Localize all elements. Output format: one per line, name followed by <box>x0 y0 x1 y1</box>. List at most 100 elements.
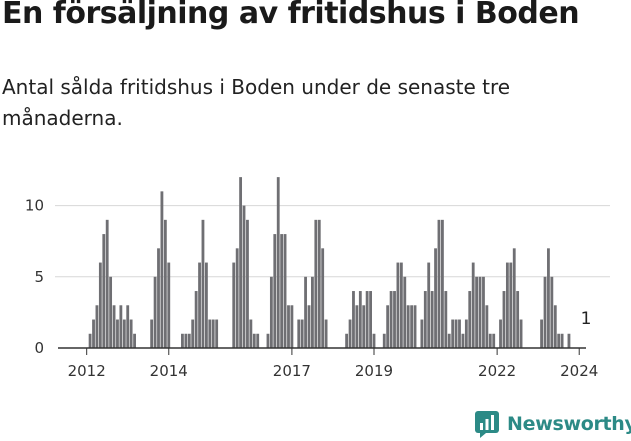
bar <box>557 333 561 348</box>
bar <box>488 333 492 348</box>
bar <box>447 333 451 348</box>
bar <box>427 262 431 348</box>
bar-chart-speech-bubble-icon <box>475 411 499 438</box>
bar <box>273 234 277 348</box>
bar <box>235 248 239 348</box>
bar <box>348 319 352 348</box>
bar <box>184 333 188 348</box>
bar <box>256 333 260 348</box>
bar <box>249 319 253 348</box>
bar <box>280 234 284 348</box>
y-tick-label: 10 <box>25 197 44 215</box>
bar <box>304 276 307 348</box>
bar <box>372 333 376 348</box>
bar <box>181 333 184 348</box>
bar <box>369 291 372 348</box>
bar <box>389 291 393 348</box>
bar <box>434 248 437 348</box>
x-tick-label: 2019 <box>355 362 393 380</box>
bar <box>458 319 461 348</box>
bar <box>95 305 99 348</box>
chart-title: En försäljning av fritidshus i Boden <box>2 0 580 31</box>
brand-name: Newsworthy <box>507 413 631 435</box>
bar <box>475 276 479 348</box>
chart-subtitle: Antal sålda fritidshus i Boden under de … <box>2 75 511 130</box>
bar <box>211 319 215 348</box>
bar <box>482 276 485 348</box>
x-tick-label: 2022 <box>478 362 516 380</box>
bar <box>382 333 386 348</box>
bar <box>133 333 136 348</box>
bar <box>201 219 205 348</box>
x-tick-label: 2014 <box>150 362 188 380</box>
brand-logo: Newsworthy <box>474 407 631 441</box>
bar <box>468 291 472 348</box>
bar <box>290 305 294 348</box>
bar <box>399 262 403 348</box>
bar <box>451 319 455 348</box>
bar <box>307 305 311 348</box>
bar <box>454 319 458 348</box>
bar <box>519 319 523 348</box>
bar <box>119 305 123 348</box>
bar <box>471 262 475 348</box>
bar <box>109 276 113 348</box>
bar <box>430 291 434 348</box>
x-tick-label: 2017 <box>273 362 311 380</box>
bar <box>509 262 513 348</box>
bar <box>215 319 219 348</box>
bar <box>485 305 489 348</box>
bar <box>194 291 198 348</box>
bar <box>242 205 246 348</box>
bar <box>129 319 133 348</box>
x-tick-label: 2012 <box>68 362 106 380</box>
bar <box>386 305 390 348</box>
bar <box>413 305 417 348</box>
bar <box>423 291 427 348</box>
bar <box>283 234 287 348</box>
bar <box>355 305 359 348</box>
x-tick-label: 2024 <box>560 362 598 380</box>
bar <box>317 219 321 348</box>
y-tick-label: 0 <box>34 339 44 357</box>
bar <box>276 177 280 348</box>
bar <box>105 219 109 348</box>
bar <box>358 291 362 348</box>
bar <box>567 333 571 348</box>
bar <box>252 333 256 348</box>
bar <box>269 276 273 348</box>
bar <box>287 305 290 348</box>
bar <box>437 219 441 348</box>
highlight-value-label: 1 <box>581 309 592 329</box>
bar <box>204 262 208 348</box>
bar <box>444 291 448 348</box>
bar <box>406 305 410 348</box>
bar-chart: 0 5 10 2012 2014 2017 2019 2022 2024 1 <box>25 177 610 380</box>
bar <box>396 262 400 348</box>
bar <box>352 291 355 348</box>
bar <box>102 234 106 348</box>
bar <box>163 219 167 348</box>
bar <box>505 262 509 348</box>
bar <box>543 276 547 348</box>
bar <box>478 276 482 348</box>
bar <box>116 319 119 348</box>
bar <box>191 319 195 348</box>
bar <box>540 319 543 348</box>
bar <box>98 262 102 348</box>
bar <box>150 319 154 348</box>
bar <box>157 248 160 348</box>
bar <box>492 333 496 348</box>
bar <box>198 262 201 348</box>
bar <box>362 305 366 348</box>
bar <box>311 276 314 348</box>
bar <box>441 219 444 348</box>
bar <box>160 191 164 348</box>
bar <box>167 262 171 348</box>
bar <box>88 333 92 348</box>
bar <box>300 319 304 348</box>
bar <box>239 177 243 348</box>
bar <box>153 276 157 348</box>
bar <box>512 248 516 348</box>
bar <box>122 319 126 348</box>
